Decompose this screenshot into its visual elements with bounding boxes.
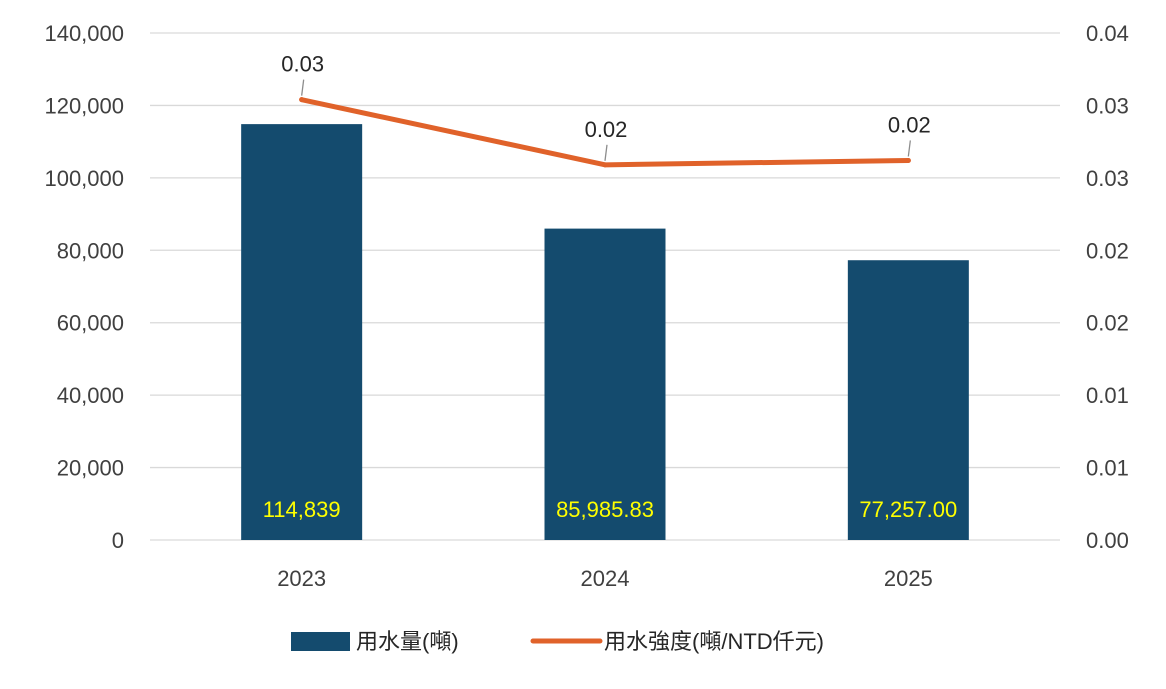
y-left-tick-label: 80,000 [57, 238, 124, 263]
bar [847, 260, 969, 540]
line-point [602, 162, 608, 168]
line-point [905, 157, 911, 163]
axes: 0 20,000 40,000 60,000 80,000 100,000 120,000 1… [44, 21, 1128, 591]
bar [241, 124, 363, 540]
y-left-tick-label: 120,000 [44, 93, 124, 118]
y-right-tick-label: 0.01 [1086, 456, 1129, 481]
y-right-tick-label: 0.01 [1086, 383, 1129, 408]
data-label-leader [301, 79, 305, 96]
y-left-tick-label: 0 [112, 528, 124, 553]
y-right-tick-label: 0.02 [1086, 311, 1129, 336]
x-tick-label: 2025 [884, 566, 933, 591]
line-series [299, 97, 911, 168]
bar [544, 228, 666, 540]
line-data-label: 0.02 [888, 112, 931, 137]
line-data-label: 0.03 [281, 52, 324, 77]
y-right-tick-label: 0.03 [1086, 93, 1129, 118]
y-left-tick-label: 40,000 [57, 383, 124, 408]
legend-label-bar: 用水量(噸) [356, 629, 459, 654]
y-left-tick-label: 140,000 [44, 21, 124, 46]
bar-data-label: 85,985.83 [556, 497, 654, 522]
bar-data-label: 114,839 [263, 497, 341, 522]
legend-swatch-bar [291, 632, 350, 651]
x-tick-label: 2023 [277, 566, 326, 591]
data-labels: 114,839 85,985.83 77,257.00 0.03 0.02 0.02 [263, 52, 958, 522]
y-left-tick-label: 100,000 [44, 166, 124, 191]
bar-data-label: 77,257.00 [859, 497, 957, 522]
data-label-leader [907, 140, 911, 157]
legend: 用水量(噸) 用水強度(噸/NTD仟元) [291, 629, 824, 654]
data-label-leader [604, 144, 608, 161]
y-left-tick-label: 60,000 [57, 311, 124, 336]
y-right-tick-label: 0.04 [1086, 21, 1129, 46]
line-data-label: 0.02 [585, 117, 628, 142]
line-point [299, 97, 305, 103]
y-left-tick-label: 20,000 [57, 456, 124, 481]
y-right-tick-label: 0.03 [1086, 166, 1129, 191]
legend-label-line: 用水強度(噸/NTD仟元) [604, 629, 824, 654]
y-right-tick-label: 0.00 [1086, 528, 1129, 553]
y-right-tick-label: 0.02 [1086, 238, 1129, 263]
bar-series [241, 124, 969, 540]
x-tick-label: 2024 [581, 566, 630, 591]
